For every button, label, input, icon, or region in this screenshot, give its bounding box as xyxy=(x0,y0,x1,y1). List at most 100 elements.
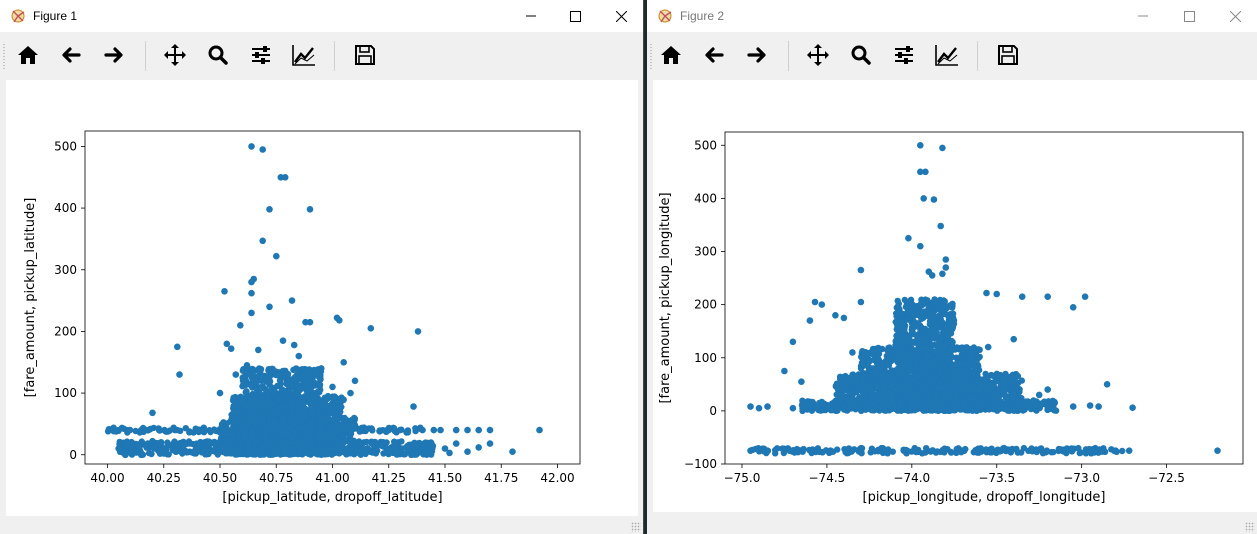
data-point xyxy=(1007,449,1015,456)
data-point xyxy=(317,374,324,381)
data-point xyxy=(900,446,907,453)
data-point xyxy=(298,372,305,380)
save-button[interactable] xyxy=(349,39,381,71)
data-point xyxy=(189,440,197,448)
home-icon xyxy=(661,46,681,64)
data-point xyxy=(933,322,940,329)
y-tick-label: 300 xyxy=(54,263,77,277)
data-point xyxy=(410,403,417,410)
figure-canvas[interactable]: 40.00 40.25 40.50 40.75 41.00 41.25 41.50 41.75… xyxy=(6,80,638,516)
minimize-button[interactable] xyxy=(1120,0,1166,32)
save-button[interactable] xyxy=(992,39,1024,71)
data-point xyxy=(308,419,315,426)
data-point xyxy=(808,446,815,454)
figure-canvas[interactable]: −75.0 −74.5 −74.0 −73.5 −73.0 −72.5 −100 0 100 20… xyxy=(653,80,1257,512)
data-point xyxy=(331,445,338,453)
zoom-button[interactable] xyxy=(202,39,234,71)
title-bar[interactable]: Figure 1 xyxy=(0,0,643,32)
data-point xyxy=(293,365,300,372)
data-point xyxy=(183,448,190,456)
data-point xyxy=(316,423,324,430)
data-point xyxy=(307,430,314,437)
data-point xyxy=(305,449,312,456)
x-tick-label: 40.75 xyxy=(259,471,293,485)
maximize-button[interactable] xyxy=(1166,0,1212,32)
maximize-button[interactable] xyxy=(552,0,598,32)
toolbar-grip[interactable] xyxy=(650,43,652,69)
figure-2-window: Figure 2 −75.0 −74.5 −74.0 −73.5 −73.0 −72.5−… xyxy=(647,0,1257,534)
data-point xyxy=(288,439,295,446)
data-point xyxy=(1051,398,1058,406)
data-point xyxy=(927,315,934,322)
pan-button[interactable] xyxy=(159,39,191,71)
scatter-chart[interactable]: −75.0 −74.5 −74.0 −73.5 −73.0 −72.5−100010020… xyxy=(653,80,1257,512)
data-point xyxy=(975,449,982,456)
data-point xyxy=(961,361,969,368)
minimize-button[interactable] xyxy=(508,0,554,32)
back-button[interactable] xyxy=(55,39,87,71)
data-point xyxy=(913,361,920,368)
data-point xyxy=(320,446,328,453)
configure-subplots-button[interactable] xyxy=(245,39,277,71)
edit-axis-button[interactable] xyxy=(288,39,320,71)
data-point xyxy=(149,409,156,417)
data-point xyxy=(1043,447,1051,454)
data-point xyxy=(224,430,232,438)
data-point xyxy=(177,427,184,434)
forward-button[interactable] xyxy=(741,39,773,71)
y-tick-label: 0 xyxy=(69,448,77,462)
data-point xyxy=(1033,402,1040,409)
close-button[interactable] xyxy=(598,0,643,32)
forward-arrow-icon xyxy=(747,47,766,63)
toolbar-grip[interactable] xyxy=(3,43,5,69)
data-point xyxy=(929,447,936,454)
data-point xyxy=(945,303,952,310)
data-point xyxy=(249,434,256,441)
data-point xyxy=(272,436,279,444)
data-point xyxy=(289,434,296,441)
data-point xyxy=(309,404,316,411)
scatter-chart[interactable]: 40.00 40.25 40.50 40.75 41.00 41.25 41.50 41.75… xyxy=(6,80,638,516)
zoom-button[interactable] xyxy=(845,39,877,71)
forward-button[interactable] xyxy=(98,39,130,71)
data-point xyxy=(404,428,411,435)
data-point xyxy=(860,357,867,365)
resize-grip[interactable] xyxy=(631,522,641,532)
x-tick-label: 41.25 xyxy=(372,471,406,485)
data-point xyxy=(915,355,922,362)
data-point xyxy=(464,426,471,434)
pan-button[interactable] xyxy=(802,39,834,71)
data-point xyxy=(929,328,936,336)
data-point xyxy=(246,409,253,416)
back-button[interactable] xyxy=(698,39,730,71)
data-point xyxy=(293,417,301,424)
data-point xyxy=(247,382,254,389)
magnifier-icon xyxy=(851,45,871,65)
data-point xyxy=(819,449,826,456)
home-button[interactable] xyxy=(12,39,44,71)
data-point xyxy=(883,352,890,360)
data-point xyxy=(996,448,1003,455)
close-button[interactable] xyxy=(1212,0,1257,32)
edit-axis-button[interactable] xyxy=(931,39,963,71)
data-point xyxy=(897,310,904,317)
scatter-points xyxy=(747,142,1221,457)
data-point xyxy=(1111,447,1118,455)
data-point xyxy=(172,447,179,454)
configure-subplots-button[interactable] xyxy=(888,39,920,71)
data-point xyxy=(338,446,345,453)
data-point xyxy=(889,448,896,455)
data-point xyxy=(400,451,408,458)
data-point xyxy=(940,447,947,454)
title-bar[interactable]: Figure 2 xyxy=(647,0,1257,32)
data-point xyxy=(345,429,352,436)
data-point xyxy=(939,303,946,311)
data-point xyxy=(452,426,460,434)
floppy-disk-icon xyxy=(355,45,375,65)
x-tick-label: 42.00 xyxy=(540,471,574,485)
data-point xyxy=(248,447,256,455)
data-point xyxy=(273,252,280,260)
data-point xyxy=(390,425,398,432)
data-point xyxy=(320,399,327,406)
home-button[interactable] xyxy=(655,39,687,71)
